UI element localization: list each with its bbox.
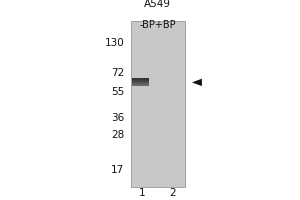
- Bar: [132, 83, 149, 84]
- Text: A549: A549: [144, 0, 171, 9]
- Text: 130: 130: [105, 38, 124, 48]
- Bar: [132, 79, 149, 80]
- Text: 28: 28: [111, 130, 124, 140]
- Bar: [132, 84, 149, 85]
- Bar: [132, 82, 149, 83]
- Bar: [132, 81, 149, 82]
- Text: -BP+BP: -BP+BP: [139, 20, 176, 30]
- Polygon shape: [192, 79, 202, 86]
- Text: 1: 1: [139, 188, 146, 198]
- Text: 72: 72: [111, 68, 124, 78]
- Bar: [132, 80, 149, 81]
- Bar: [130, 21, 184, 187]
- Text: 17: 17: [111, 165, 124, 175]
- Text: 55: 55: [111, 87, 124, 97]
- Text: 2: 2: [169, 188, 176, 198]
- Bar: [132, 78, 149, 79]
- Bar: [132, 85, 149, 86]
- Text: 36: 36: [111, 113, 124, 123]
